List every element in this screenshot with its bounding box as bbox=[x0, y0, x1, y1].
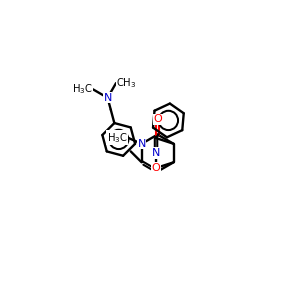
Text: O: O bbox=[153, 114, 162, 124]
Text: N: N bbox=[152, 148, 160, 158]
Text: H$_3$C: H$_3$C bbox=[107, 131, 128, 145]
Text: H$_3$C: H$_3$C bbox=[72, 82, 93, 96]
Text: CH$_3$: CH$_3$ bbox=[116, 76, 136, 90]
Text: O: O bbox=[152, 163, 161, 173]
Text: N: N bbox=[103, 93, 112, 103]
Text: N: N bbox=[137, 139, 146, 149]
